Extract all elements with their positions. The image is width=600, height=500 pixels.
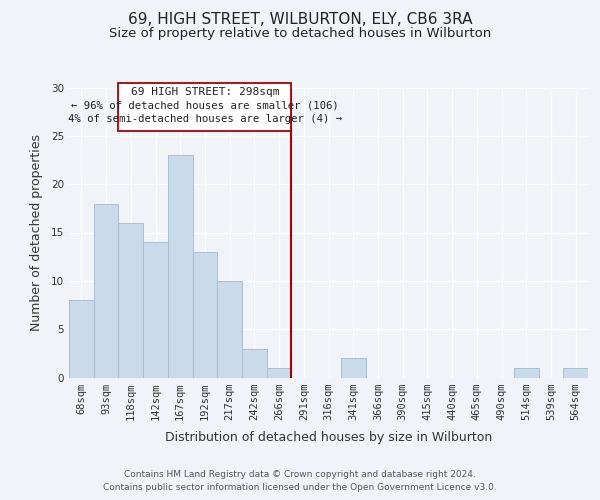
Text: ← 96% of detached houses are smaller (106): ← 96% of detached houses are smaller (10… xyxy=(71,100,339,110)
Bar xyxy=(563,368,588,378)
Text: 69 HIGH STREET: 298sqm: 69 HIGH STREET: 298sqm xyxy=(131,86,279,97)
Text: Size of property relative to detached houses in Wilburton: Size of property relative to detached ho… xyxy=(109,28,491,40)
Bar xyxy=(69,300,94,378)
Bar xyxy=(341,358,365,378)
Bar xyxy=(217,281,242,378)
Y-axis label: Number of detached properties: Number of detached properties xyxy=(29,134,43,331)
Bar xyxy=(168,155,193,378)
Bar xyxy=(267,368,292,378)
FancyBboxPatch shape xyxy=(118,82,292,131)
Bar xyxy=(143,242,168,378)
Bar xyxy=(514,368,539,378)
Bar xyxy=(193,252,217,378)
Text: 69, HIGH STREET, WILBURTON, ELY, CB6 3RA: 69, HIGH STREET, WILBURTON, ELY, CB6 3RA xyxy=(128,12,472,28)
Bar xyxy=(242,348,267,378)
X-axis label: Distribution of detached houses by size in Wilburton: Distribution of detached houses by size … xyxy=(165,431,492,444)
Text: 4% of semi-detached houses are larger (4) →: 4% of semi-detached houses are larger (4… xyxy=(68,114,342,124)
Text: Contains HM Land Registry data © Crown copyright and database right 2024.
Contai: Contains HM Land Registry data © Crown c… xyxy=(103,470,497,492)
Bar xyxy=(118,223,143,378)
Bar xyxy=(94,204,118,378)
